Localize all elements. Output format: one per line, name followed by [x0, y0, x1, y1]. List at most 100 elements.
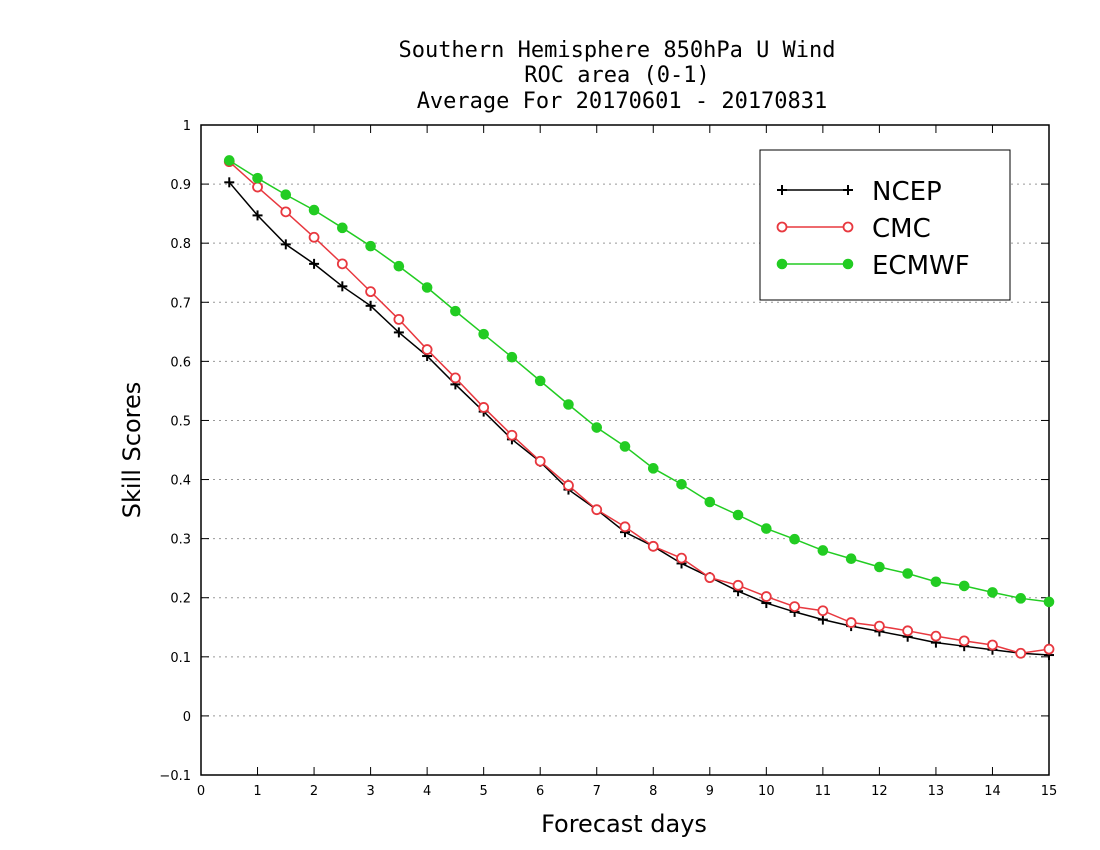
point-marker [337, 281, 348, 292]
point-marker [845, 553, 857, 565]
point-marker [252, 210, 263, 221]
point-marker [902, 625, 914, 637]
y-tick-label: 0.2 [170, 592, 191, 607]
point-marker [1015, 647, 1027, 659]
legend-entry-ncep: NCEP [777, 177, 942, 207]
legend-entry-cmc: CMC [776, 214, 931, 244]
point-marker [958, 580, 970, 592]
x-tick-label: 1 [253, 784, 261, 799]
point-marker [987, 587, 998, 598]
point-marker [309, 258, 320, 269]
x-tick-label: 3 [366, 784, 374, 799]
point-marker [506, 429, 518, 441]
point-marker [776, 258, 788, 270]
y-tick-label: 0.9 [170, 178, 191, 193]
point-marker [478, 402, 490, 413]
point-marker [534, 455, 546, 467]
point-marker [365, 286, 377, 298]
point-marker [874, 620, 885, 632]
y-tick-label: 0.7 [170, 296, 191, 311]
y-tick-label: 0.8 [170, 237, 191, 252]
point-marker [676, 478, 687, 490]
chart-title: Southern Hemisphere 850hPa U Wind ROC ar… [398, 38, 835, 114]
point-marker [591, 422, 603, 433]
point-marker [930, 630, 942, 642]
point-marker [252, 172, 263, 184]
series-ecmwf [223, 155, 1055, 608]
x-tick-label: 4 [423, 784, 431, 799]
point-marker [789, 533, 800, 545]
point-marker [421, 344, 433, 355]
title-line-2: ROC area (0-1) [524, 63, 709, 88]
point-marker [223, 155, 235, 166]
point-marker [563, 480, 574, 491]
legend: NCEP CMC ECMWF [759, 149, 1011, 301]
plot-frame [200, 124, 1050, 776]
point-marker [619, 521, 631, 533]
title-line-1: Southern Hemisphere 850hPa U Wind [398, 38, 835, 63]
point-marker [817, 605, 829, 617]
y-tick-label: 0 [183, 710, 191, 725]
axes: −0.100.10.20.30.40.50.60.70.80.910 1 2 3 4 5 6… [159, 119, 1057, 799]
legend-box [759, 149, 1011, 301]
point-marker [760, 591, 772, 602]
x-tick-label: 10 [758, 784, 775, 799]
point-marker [365, 240, 376, 252]
point-marker [308, 231, 320, 243]
y-axis-label: Skill Scores [118, 382, 146, 519]
x-axis-label: Forecast days [541, 810, 707, 838]
point-marker [1043, 643, 1055, 655]
x-tick-label: 7 [593, 784, 601, 799]
point-marker [393, 327, 404, 338]
y-tick-label: 0.4 [170, 474, 191, 489]
x-tick-label: 14 [984, 784, 1001, 799]
point-marker [704, 572, 716, 584]
point-marker [987, 639, 998, 651]
point-marker [732, 509, 744, 521]
point-marker [224, 177, 235, 188]
title-line-3: Average For 20170601 - 20170831 [417, 89, 828, 114]
y-tick-label: 0.6 [170, 355, 191, 370]
point-marker [506, 351, 518, 363]
legend-label: NCEP [872, 177, 942, 207]
series-cmc [223, 156, 1055, 659]
point-marker [336, 258, 348, 270]
x-tick-label: 13 [928, 784, 945, 799]
point-marker [337, 222, 348, 234]
point-marker [647, 540, 659, 552]
point-marker [563, 399, 574, 410]
point-marker [789, 601, 800, 612]
point-marker [776, 221, 788, 233]
point-marker [676, 552, 687, 564]
point-marker [252, 181, 263, 193]
x-tick-label: 8 [649, 784, 657, 799]
point-marker [761, 523, 772, 534]
x-tick-label: 15 [1041, 784, 1058, 799]
point-marker [958, 635, 970, 647]
point-marker [1015, 593, 1027, 604]
point-marker [393, 260, 405, 272]
point-marker [842, 258, 854, 270]
point-marker [842, 221, 854, 233]
point-marker [534, 375, 546, 387]
point-marker [817, 614, 828, 625]
point-marker [777, 185, 787, 195]
y-tick-label: 0.1 [170, 651, 191, 666]
x-tick-label: 5 [480, 784, 488, 799]
point-marker [930, 576, 942, 588]
point-marker [478, 328, 489, 340]
x-tick-label: 6 [536, 784, 544, 799]
data-series [223, 155, 1055, 661]
x-tick-label: 11 [815, 784, 832, 799]
point-marker [817, 545, 829, 556]
point-marker [843, 185, 853, 195]
point-marker [450, 305, 461, 317]
point-marker [732, 579, 744, 591]
point-marker [647, 463, 659, 474]
point-marker [280, 206, 292, 218]
y-tick-label: −0.1 [159, 769, 191, 784]
point-marker [393, 314, 405, 325]
point-marker [1043, 596, 1055, 608]
point-marker [704, 496, 716, 508]
